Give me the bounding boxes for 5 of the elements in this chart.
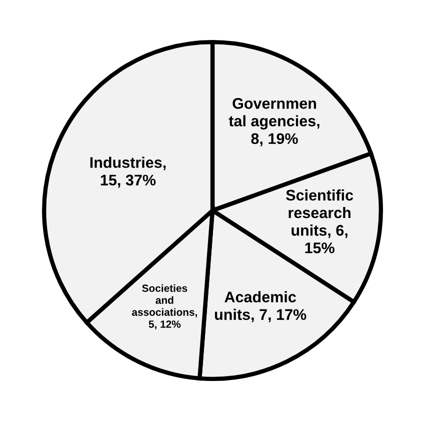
slice-label: Governmen tal agencies, 8, 19% [228,98,320,146]
slice-label: Academic units, 7, 17% [215,291,306,322]
slice-label: Industries, 15, 37% [90,156,166,188]
slice-label: Societies and associations, 5, 12% [132,284,197,330]
slice-label: Scientific research units, 6, 15% [286,189,354,254]
